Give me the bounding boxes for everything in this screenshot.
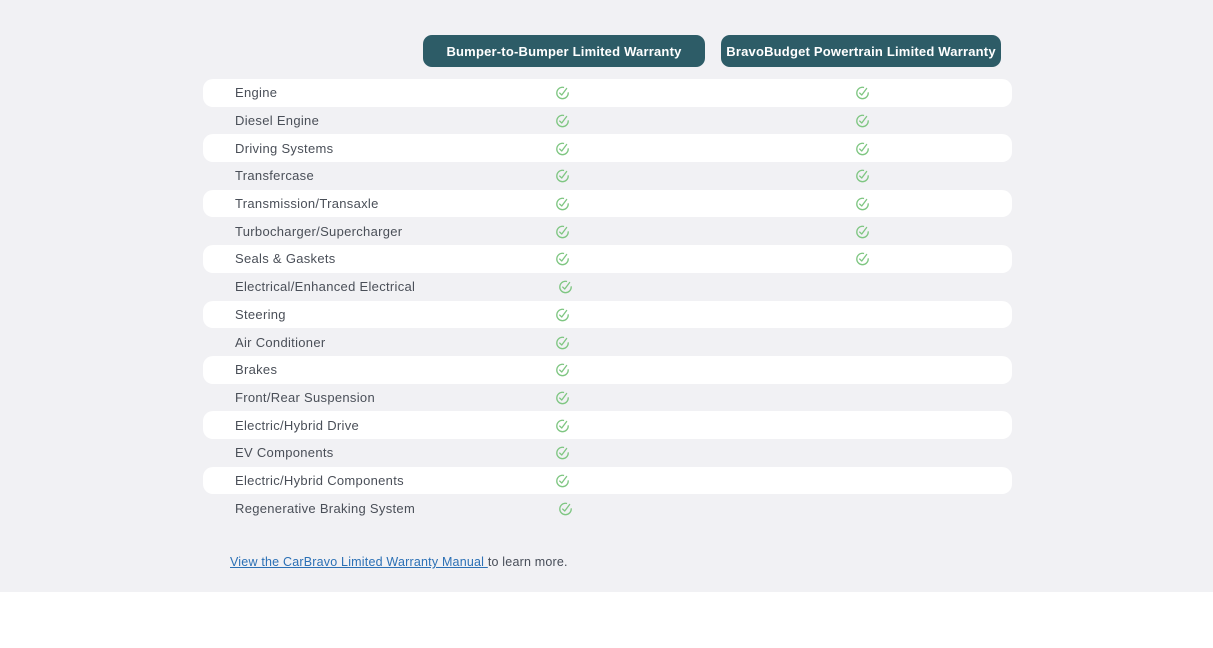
row-label: Driving Systems [235,140,334,156]
row-label: Electric/Hybrid Components [235,472,404,488]
row-label: Front/Rear Suspension [235,389,375,405]
table-row: Air Conditioner [203,328,1012,356]
bumper-warranty-cell [412,307,712,322]
table-row: Transfercase [203,162,1012,190]
warranty-table: Engine Diesel Engine Driving Systems Tra… [203,79,1012,522]
check-circle-icon [555,391,569,405]
bumper-warranty-cell [412,335,712,350]
footer-note: View the CarBravo Limited Warranty Manua… [203,555,1012,569]
warranty-table-wrap: Bumper-to-Bumper Limited Warranty BravoB… [203,35,1012,569]
warranty-manual-link[interactable]: View the CarBravo Limited Warranty Manua… [230,555,488,569]
bumper-warranty-cell [412,445,712,460]
bumper-warranty-cell [412,196,712,211]
check-circle-icon [558,280,572,294]
table-row: Seals & Gaskets [203,245,1012,273]
table-row: EV Components [203,439,1012,467]
check-circle-icon [855,86,869,100]
check-circle-icon [555,197,569,211]
check-circle-icon [855,197,869,211]
check-circle-icon [855,114,869,128]
bumper-warranty-cell [412,85,712,100]
check-circle-icon [555,336,569,349]
powertrain-warranty-cell [712,141,1012,156]
bottom-strip [0,592,1213,648]
check-circle-icon [855,225,869,239]
row-label: Air Conditioner [235,334,326,350]
table-row: Brakes [203,355,1012,384]
footer-note-suffix: to learn more. [487,555,568,569]
bumper-warranty-cell [412,362,712,377]
powertrain-warranty-cell [712,113,1012,128]
check-circle-icon [555,142,569,156]
bumper-warranty-cell [412,390,712,405]
check-circle-icon [555,114,569,128]
check-circle-icon [555,225,569,239]
row-label: Engine [235,85,278,101]
table-row: Turbocharger/Supercharger [203,217,1012,245]
check-circle-icon [855,142,869,156]
table-row: Electric/Hybrid Components [203,466,1012,495]
row-label: Diesel Engine [235,113,320,129]
row-label: Electrical/Enhanced Electrical [235,279,416,295]
table-row: Transmission/Transaxle [203,189,1012,218]
row-label: Transmission/Transaxle [235,196,379,212]
row-label: Regenerative Braking System [235,500,416,516]
bumper-warranty-cell [412,168,712,183]
row-label: EV Components [235,445,334,461]
row-label: Brakes [235,362,278,378]
table-row: Electric/Hybrid Drive [203,411,1012,439]
table-row: Electrical/Enhanced Electrical [203,273,1012,301]
table-row: Steering [203,300,1012,329]
bumper-warranty-cell [412,418,712,433]
bumper-warranty-cell [415,501,715,516]
check-circle-icon [555,363,569,377]
bumper-warranty-cell [412,473,712,488]
bumper-warranty-cell [412,113,712,128]
check-circle-icon [555,419,569,432]
check-circle-icon [555,86,569,100]
powertrain-warranty-cell [712,168,1012,183]
powertrain-warranty-cell [712,251,1012,266]
table-row: Front/Rear Suspension [203,384,1012,412]
table-row: Engine [203,79,1012,107]
warranty-comparison-section: Bumper-to-Bumper Limited Warranty BravoB… [0,0,1213,592]
column-header-bumper-to-bumper-button[interactable]: Bumper-to-Bumper Limited Warranty [423,35,705,67]
table-row: Regenerative Braking System [203,494,1012,522]
check-circle-icon [558,502,572,515]
check-circle-icon [855,253,869,266]
powertrain-warranty-cell [712,85,1012,100]
row-label: Seals & Gaskets [235,251,336,267]
bumper-warranty-cell [412,251,712,266]
check-circle-icon [555,170,569,183]
row-label: Turbocharger/Supercharger [235,223,403,239]
bumper-warranty-cell [415,279,715,294]
column-header-bravobudget-powertrain-button[interactable]: BravoBudget Powertrain Limited Warranty [721,35,1001,67]
row-label: Transfercase [235,168,314,184]
column-headers: Bumper-to-Bumper Limited Warranty BravoB… [203,35,1012,67]
check-circle-icon [855,170,869,183]
table-row: Diesel Engine [203,107,1012,135]
bumper-warranty-cell [412,224,712,239]
check-circle-icon [555,474,569,488]
powertrain-warranty-cell [712,196,1012,211]
powertrain-warranty-cell [712,224,1012,239]
check-circle-icon [555,446,569,460]
table-row: Driving Systems [203,134,1012,163]
check-circle-icon [555,308,569,322]
row-label: Electric/Hybrid Drive [235,417,360,433]
bumper-warranty-cell [412,141,712,156]
row-label: Steering [235,306,286,322]
check-circle-icon [555,253,569,266]
